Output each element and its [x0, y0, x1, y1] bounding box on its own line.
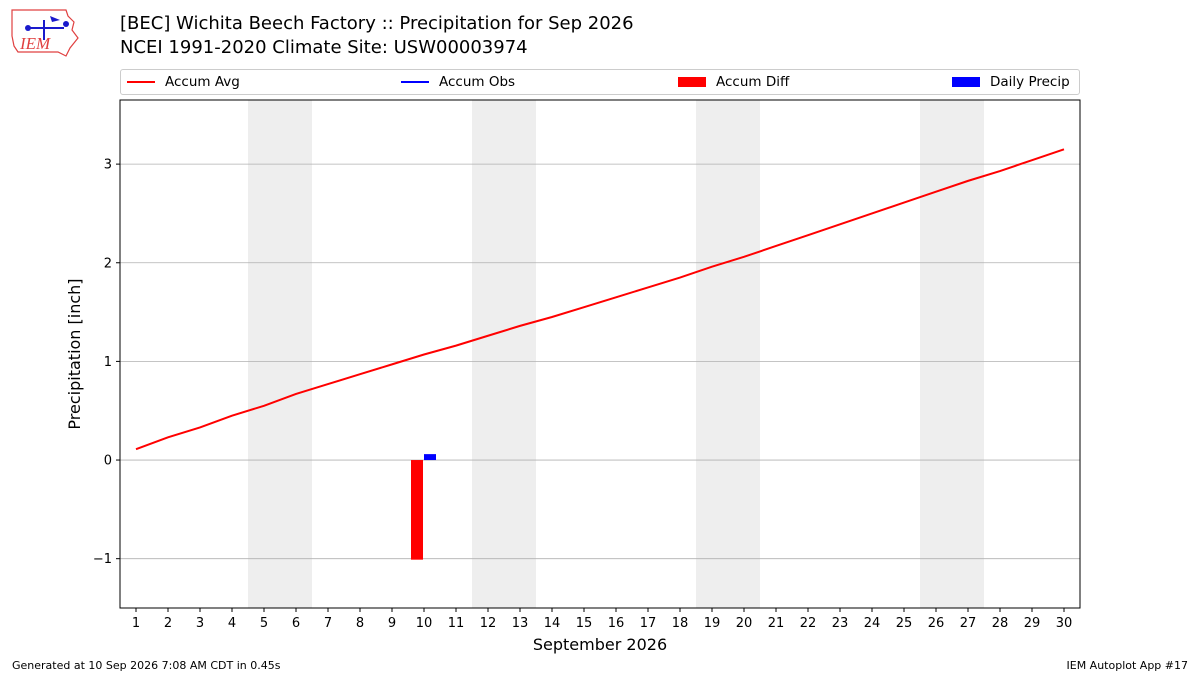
- x-tick-label: 21: [768, 616, 785, 631]
- legend-item-daily-precip: Daily Precip: [952, 70, 1070, 94]
- plot-frame: [119, 99, 1081, 609]
- series-line-accum-avg: [135, 148, 1065, 451]
- x-tick-label: 6: [292, 616, 300, 631]
- legend-label: Accum Avg: [165, 74, 240, 90]
- x-tick-label: 17: [640, 616, 657, 631]
- y-axis-label: Precipitation [inch]: [65, 278, 84, 429]
- legend: Accum Avg Accum Obs Accum Diff Daily Pre…: [120, 69, 1080, 95]
- x-tick-label: 5: [260, 616, 268, 631]
- weekend-shade: [920, 100, 984, 608]
- weekend-shade: [472, 100, 536, 608]
- x-tick-label: 22: [800, 616, 817, 631]
- daily-precip-bar: [424, 454, 436, 461]
- x-tick-label: 7: [324, 616, 332, 631]
- weekend-shade: [696, 100, 760, 608]
- x-axis-label: September 2026: [533, 635, 667, 654]
- x-tick-label: 1: [132, 616, 140, 631]
- x-tick-label: 19: [704, 616, 721, 631]
- x-tick-label: 11: [448, 616, 465, 631]
- legend-swatch: [952, 77, 980, 87]
- legend-label: Daily Precip: [990, 74, 1070, 90]
- legend-item-accum-obs: Accum Obs: [401, 70, 515, 94]
- legend-swatch: [401, 81, 429, 83]
- x-tick-label: 28: [992, 616, 1009, 631]
- x-tick-label: 14: [544, 616, 561, 631]
- legend-label: Accum Diff: [716, 74, 790, 90]
- x-tick-label: 20: [736, 616, 753, 631]
- x-tick-label: 26: [928, 616, 945, 631]
- generated-note: Generated at 10 Sep 2026 7:08 AM CDT in …: [12, 659, 281, 672]
- weekend-shade: [248, 100, 312, 608]
- iem-logo: IEM: [8, 6, 80, 58]
- x-tick-label: 30: [1056, 616, 1073, 631]
- logo-text: IEM: [19, 34, 51, 53]
- legend-label: Accum Obs: [439, 74, 516, 90]
- x-tick-label: 12: [480, 616, 497, 631]
- x-tick-label: 16: [608, 616, 625, 631]
- y-tick-label: 3: [104, 158, 112, 173]
- y-tick-label: 1: [104, 355, 112, 370]
- chart-title: [BEC] Wichita Beech Factory :: Precipita…: [120, 13, 634, 34]
- y-tick-label: 2: [104, 256, 112, 271]
- x-tick-label: 18: [672, 616, 689, 631]
- x-tick-label: 29: [1024, 616, 1041, 631]
- x-tick-label: 25: [896, 616, 913, 631]
- x-tick-label: 15: [576, 616, 593, 631]
- x-tick-label: 8: [356, 616, 364, 631]
- app-note: IEM Autoplot App #17: [1066, 659, 1189, 672]
- x-tick-label: 10: [416, 616, 433, 631]
- x-tick-label: 4: [228, 616, 236, 631]
- x-tick-label: 3: [196, 616, 204, 631]
- x-tick-label: 23: [832, 616, 849, 631]
- x-tick-label: 27: [960, 616, 977, 631]
- x-tick-label: 24: [864, 616, 881, 631]
- chart-subtitle: NCEI 1991-2020 Climate Site: USW00003974: [120, 37, 528, 58]
- legend-item-accum-diff: Accum Diff: [678, 70, 789, 94]
- x-tick-label: 13: [512, 616, 529, 631]
- legend-swatch: [678, 77, 706, 87]
- y-tick-label: 0: [104, 454, 112, 469]
- legend-item-accum-avg: Accum Avg: [127, 70, 240, 94]
- legend-swatch: [127, 81, 155, 83]
- x-tick-label: 9: [388, 616, 396, 631]
- accum-diff-bar: [411, 460, 423, 560]
- x-tick-label: 2: [164, 616, 172, 631]
- y-tick-label: −1: [93, 552, 112, 567]
